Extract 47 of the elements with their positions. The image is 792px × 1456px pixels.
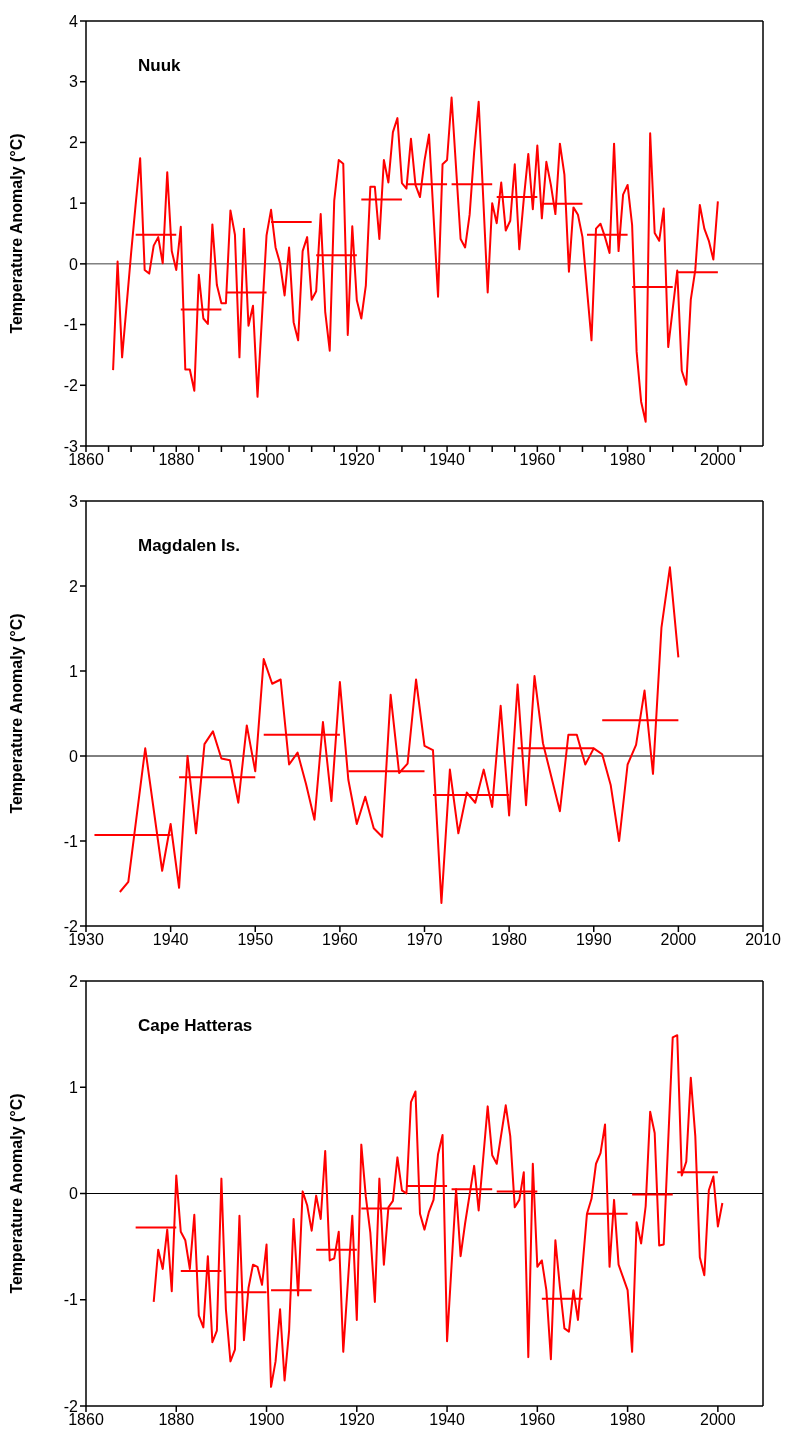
y-tick-label: 3	[69, 73, 79, 91]
x-tick-label: 1860	[68, 451, 104, 469]
x-tick-label: 1900	[248, 451, 285, 469]
text: Cape Hatteras	[138, 1016, 253, 1036]
y-axis-title: Temperature Anomaly (°C)	[7, 613, 25, 814]
x-tick-label: 1980	[609, 451, 646, 469]
y-tick-label: 1	[69, 662, 79, 680]
x-tick-label: 1880	[158, 451, 195, 469]
x-tick-label: 1960	[322, 931, 358, 949]
x-tick-label: 1940	[429, 451, 465, 469]
x-tick-label: 1950	[237, 931, 274, 949]
x-tick-label: 1940	[152, 931, 189, 949]
x-tick-label: 1930	[68, 931, 104, 949]
y-tick-label: 1	[69, 1078, 79, 1096]
y-axis-title: Temperature Anomaly (°C)	[7, 1093, 25, 1294]
x-tick-label: 1990	[575, 931, 612, 949]
y-tick-label: 2	[69, 134, 79, 152]
y-tick-label: 1	[69, 194, 79, 212]
y-tick-label: 2	[69, 577, 79, 595]
text: Nuuk	[138, 56, 181, 76]
y-tick-label: 4	[69, 12, 79, 30]
x-tick-label: 2000	[700, 451, 736, 469]
x-tick-label: 1880	[158, 1411, 195, 1429]
x-tick-label: 2010	[745, 931, 781, 949]
y-tick-label: 0	[69, 255, 79, 273]
x-tick-label: 1920	[339, 1411, 375, 1429]
y-tick-label: 0	[69, 747, 79, 765]
y-tick-label: 0	[69, 1185, 79, 1203]
x-tick-label: 1960	[519, 1411, 556, 1429]
x-tick-label: 1970	[406, 931, 443, 949]
x-tick-label: 1960	[519, 451, 556, 469]
text: Magdalen Is.	[138, 536, 241, 556]
x-tick-label: 1920	[339, 451, 375, 469]
y-tick-label: -1	[63, 832, 79, 850]
x-tick-label: 1860	[68, 1411, 104, 1429]
x-tick-label: 1940	[429, 1411, 465, 1429]
y-tick-label: 2	[69, 972, 79, 990]
y-tick-label: 3	[69, 492, 79, 510]
x-tick-label: 1980	[609, 1411, 646, 1429]
x-tick-label: 1900	[248, 1411, 285, 1429]
x-tick-label: 1980	[491, 931, 528, 949]
y-tick-label: -1	[63, 316, 79, 334]
x-tick-label: 2000	[660, 931, 697, 949]
y-axis-title: Temperature Anomaly (°C)	[7, 133, 25, 334]
x-tick-label: 2000	[700, 1411, 736, 1429]
y-tick-label: -1	[63, 1291, 79, 1309]
y-tick-label: -2	[63, 376, 79, 394]
